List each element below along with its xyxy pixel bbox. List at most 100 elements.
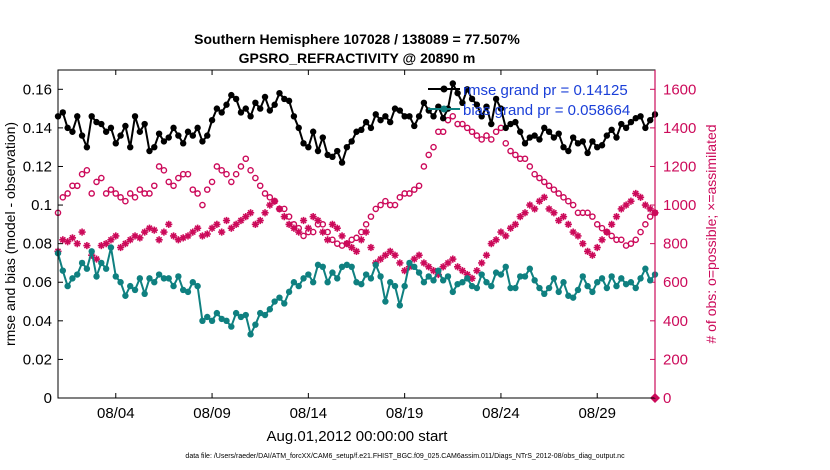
rmse-series-point <box>492 95 500 103</box>
bias-series-point <box>488 282 495 290</box>
possible-count-point <box>319 221 327 228</box>
asterisk-stroke <box>213 221 220 228</box>
assimilated-count-point <box>381 251 389 259</box>
asterisk-stroke <box>286 221 293 228</box>
assimilated-count-point <box>246 209 255 217</box>
bias-series-point <box>492 269 500 276</box>
asterisk-stroke <box>598 236 606 243</box>
asterisk-stroke <box>517 213 524 220</box>
possible-count-point <box>199 201 206 209</box>
asterisk-stroke <box>647 205 654 213</box>
bias-series-point <box>497 271 505 278</box>
bias-series-point <box>589 288 596 296</box>
asterisk-stroke <box>502 232 509 240</box>
asterisk-stroke <box>623 201 630 209</box>
asterisk-stroke <box>103 240 110 247</box>
possible-count-point <box>59 194 67 201</box>
bias-series-point <box>565 292 572 299</box>
possible-count-point <box>107 186 115 193</box>
possible-count-point <box>102 190 110 197</box>
rmse-series-point <box>83 143 91 151</box>
bias-series-point <box>521 273 529 280</box>
possible-count-point <box>642 221 649 228</box>
asterisk-stroke <box>358 236 365 243</box>
asterisk-stroke <box>93 255 100 263</box>
assimilated-count-point <box>328 220 337 228</box>
possible-count-point <box>189 186 197 193</box>
rmse-series-point <box>387 118 394 126</box>
rmse-series-point <box>257 105 264 112</box>
asterisk-stroke <box>536 198 543 205</box>
bias-series-point <box>459 279 466 286</box>
bias-series-point <box>98 259 105 267</box>
rmse-series-point <box>223 101 230 108</box>
bias-series-point <box>598 275 606 282</box>
assimilated-count-point <box>502 232 510 240</box>
legend-bias-label: bias grand pr = 0.058664 <box>463 102 630 119</box>
bias-series-point <box>353 279 360 286</box>
assimilated-count-point <box>444 259 452 267</box>
asterisk-stroke <box>488 240 495 247</box>
rmse-series-point <box>218 109 225 116</box>
assimilated-count-point <box>598 236 606 244</box>
asterisk-stroke <box>348 244 355 251</box>
rmse-series-point <box>184 128 192 135</box>
assimilated-count-point <box>304 224 312 232</box>
possible-count-point <box>150 182 158 190</box>
possible-count-point <box>430 143 437 151</box>
asterisk-stroke <box>165 221 172 228</box>
bias-series-point <box>271 298 278 305</box>
rmse-series-point <box>338 159 346 166</box>
rmse-series-point <box>74 113 81 120</box>
asterisk-stroke <box>416 252 423 259</box>
possible-count-point <box>117 194 124 201</box>
rmse-series-point <box>603 132 611 139</box>
assimilated-count-point <box>126 236 134 244</box>
assimilated-count-point <box>516 213 524 221</box>
legend-rmse-marker <box>440 85 448 93</box>
possible-count-point <box>512 151 519 159</box>
possible-count-point <box>175 174 182 182</box>
assimilated-count-point <box>357 236 365 244</box>
asterisk-stroke <box>208 225 216 232</box>
bias-series-point <box>228 323 235 330</box>
asterisk-stroke <box>117 244 124 251</box>
asterisk-stroke <box>565 221 572 228</box>
asterisk-stroke <box>367 244 375 251</box>
assimilated-count-point <box>439 263 447 271</box>
rmse-series-point <box>646 116 654 124</box>
possible-count-point <box>632 236 640 244</box>
bias-series-point <box>146 275 153 282</box>
rmse-series-point <box>314 147 322 155</box>
possible-count-point <box>598 224 606 232</box>
possible-count-point <box>122 197 129 205</box>
rmse-series-point <box>358 126 365 134</box>
rmse-series-point <box>281 95 288 103</box>
bias-series-point <box>622 280 630 288</box>
assimilated-count-point <box>617 205 625 213</box>
possible-count-point <box>73 182 81 190</box>
assimilated-count-point <box>208 224 216 232</box>
asterisk-stroke <box>141 228 148 236</box>
assimilated-count-point <box>285 220 293 228</box>
possible-count-point <box>483 132 490 139</box>
rmse-series-point <box>204 132 211 139</box>
bias-series-point <box>285 288 293 296</box>
rmse-series-point <box>290 113 298 120</box>
bias-series-point <box>324 279 331 286</box>
asterisk-stroke <box>444 259 452 267</box>
assimilated-count-point <box>415 251 423 259</box>
asterisk-stroke <box>377 255 384 263</box>
assimilated-count-point <box>641 201 649 209</box>
bias-series-point <box>569 294 577 301</box>
asterisk-stroke <box>526 201 533 209</box>
bias-series-point <box>300 275 307 282</box>
rmse-series-point <box>632 115 639 122</box>
possible-count-point <box>223 170 230 178</box>
assimilated-count-point <box>256 216 264 225</box>
assimilated-count-point <box>540 193 548 201</box>
bias-series-point <box>329 269 336 276</box>
assimilated-count-point <box>531 205 539 213</box>
assimilated-count-point <box>526 201 534 209</box>
